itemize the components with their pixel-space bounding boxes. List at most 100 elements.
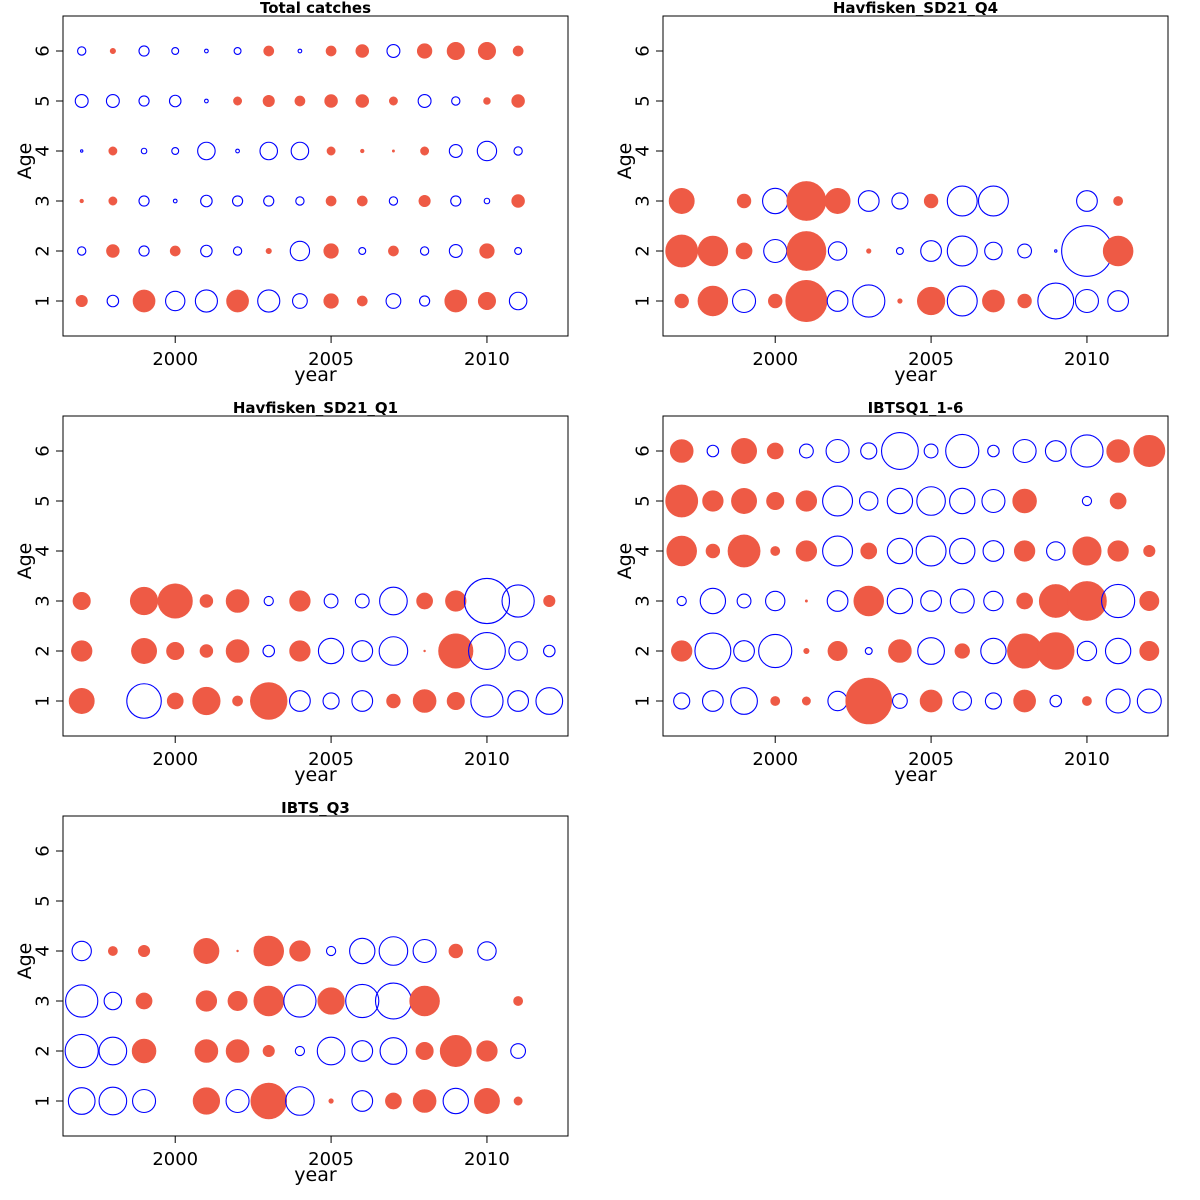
bubble-positive bbox=[236, 949, 239, 953]
bubble-positive bbox=[439, 1035, 472, 1067]
bubble-positive bbox=[412, 1089, 437, 1113]
bubble-positive bbox=[954, 643, 970, 659]
bubble-negative bbox=[701, 690, 724, 712]
x-tick-label: 2005 bbox=[908, 749, 954, 770]
bubble-negative bbox=[358, 247, 367, 256]
bubble-positive bbox=[356, 295, 368, 307]
bubble-negative bbox=[731, 288, 757, 314]
bubble-positive bbox=[736, 193, 752, 209]
bubble-negative bbox=[514, 247, 523, 256]
bubble-positive bbox=[388, 96, 398, 106]
bubble-positive bbox=[1013, 540, 1036, 562]
bubble-positive bbox=[666, 535, 697, 567]
panel-title: IBTS_Q3 bbox=[281, 799, 350, 817]
y-tick-label: 2 bbox=[633, 245, 654, 256]
bubble-positive bbox=[253, 935, 284, 967]
x-tick-label: 2000 bbox=[152, 1149, 198, 1170]
bubble-positive bbox=[289, 940, 311, 962]
bubble-negative bbox=[1107, 290, 1130, 312]
bubble-negative bbox=[418, 295, 431, 307]
bubble-negative bbox=[292, 293, 308, 309]
bubble-positive bbox=[735, 242, 753, 260]
bubble-positive bbox=[135, 992, 153, 1010]
bubble-positive bbox=[360, 148, 365, 154]
panel-2: Havfisken_SD21_Q4 2000 2005 2010 1 2 3 4 5 6 year A… bbox=[614, 0, 1169, 386]
bubble-negative bbox=[204, 98, 209, 104]
bubble-negative bbox=[470, 684, 504, 718]
bubble-positive bbox=[250, 682, 288, 720]
bubble-positive bbox=[106, 244, 120, 258]
bubble-positive bbox=[192, 1087, 221, 1115]
bubble-positive bbox=[483, 97, 491, 105]
bubble-negative bbox=[168, 94, 182, 108]
bubble-positive bbox=[1106, 439, 1130, 463]
bubble-negative bbox=[138, 45, 150, 57]
bubble-negative bbox=[510, 1043, 527, 1059]
bubble-positive bbox=[169, 245, 181, 257]
bubble-negative bbox=[138, 95, 150, 107]
y-tick-label: 5 bbox=[633, 495, 654, 506]
bubble-positive bbox=[68, 688, 95, 714]
bubble-positive bbox=[1082, 696, 1092, 706]
x-axis-title: year bbox=[294, 1164, 337, 1186]
bubble-negative bbox=[673, 692, 691, 710]
bubble-positive bbox=[194, 1039, 219, 1063]
bubble-positive bbox=[916, 286, 946, 316]
bubble-negative bbox=[949, 537, 976, 565]
bubble-negative bbox=[733, 640, 755, 662]
y-tick-label: 3 bbox=[33, 995, 54, 1006]
bubble-positive bbox=[923, 193, 939, 209]
bubble-negative bbox=[1081, 495, 1093, 507]
x-tick-label: 2000 bbox=[752, 349, 798, 370]
bubble-negative bbox=[322, 692, 340, 710]
bubble-positive bbox=[438, 633, 474, 669]
bubble-positive bbox=[731, 488, 757, 514]
bubble-positive bbox=[1016, 592, 1033, 610]
y-tick-label: 2 bbox=[633, 645, 654, 656]
bubble-positive bbox=[1113, 196, 1124, 206]
y-axis-title: Age bbox=[14, 143, 36, 180]
bubble-negative bbox=[131, 1088, 157, 1114]
bubble-positive bbox=[897, 298, 903, 304]
bubble-negative bbox=[895, 247, 904, 256]
y-tick-label: 1 bbox=[633, 295, 654, 306]
bubble-positive bbox=[866, 248, 872, 254]
bubble-negative bbox=[317, 637, 345, 665]
bubble-negative bbox=[699, 587, 727, 615]
bubble-negative bbox=[448, 144, 463, 158]
bubble-negative bbox=[826, 590, 849, 612]
bubble-positive bbox=[109, 47, 116, 55]
bubble-negative bbox=[981, 488, 1006, 514]
bubble-negative bbox=[378, 636, 409, 666]
x-tick-label: 2005 bbox=[308, 1149, 354, 1170]
bubble-positive bbox=[416, 43, 433, 59]
bubble-positive bbox=[415, 1041, 434, 1061]
bubble-positive bbox=[289, 590, 311, 612]
panel-title: IBTSQ1_1-6 bbox=[868, 399, 964, 417]
bubble-positive bbox=[477, 41, 496, 61]
bubble-negative bbox=[98, 1086, 128, 1116]
bubble-positive bbox=[795, 490, 818, 512]
bubble-negative bbox=[880, 432, 919, 470]
bubble-positive bbox=[1012, 488, 1037, 514]
bubble-positive bbox=[668, 188, 695, 214]
bubble-positive bbox=[226, 289, 249, 313]
bubble-positive bbox=[325, 45, 337, 57]
bubble-negative bbox=[730, 687, 758, 715]
bubble-positive bbox=[827, 641, 848, 661]
plot-frame bbox=[662, 415, 1169, 737]
bubble-positive bbox=[513, 996, 524, 1006]
bubble-positive bbox=[786, 231, 827, 271]
bubble-negative bbox=[982, 540, 1005, 562]
bubble-positive bbox=[768, 293, 783, 309]
bubble-negative bbox=[822, 535, 854, 567]
plot-frame bbox=[62, 815, 569, 1137]
bubble-positive bbox=[195, 990, 218, 1012]
bubble-negative bbox=[67, 1087, 96, 1115]
bubble-positive bbox=[129, 586, 159, 616]
bubble-negative bbox=[294, 1045, 306, 1057]
bubble-negative bbox=[386, 44, 401, 58]
x-tick-label: 2010 bbox=[1064, 349, 1110, 370]
bubble-negative bbox=[451, 96, 461, 106]
